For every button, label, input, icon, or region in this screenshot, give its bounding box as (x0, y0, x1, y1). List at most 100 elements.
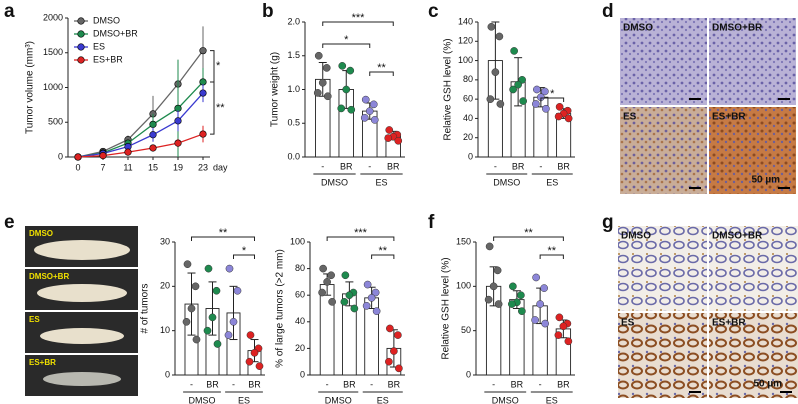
data-point (372, 307, 381, 316)
x-tick-label: - (190, 379, 193, 389)
group-label: ES (375, 177, 387, 187)
data-point (225, 264, 234, 273)
group-label: DMSO (321, 177, 348, 187)
data-point (213, 340, 222, 348)
data-point (183, 260, 192, 269)
y-axis-label: # of tumors (140, 283, 151, 333)
y-tick-label: 500 (48, 117, 63, 127)
data-point (395, 364, 403, 373)
data-point (345, 291, 354, 300)
x-tick-label: 0 (75, 162, 80, 172)
y-axis-label: Tumor volume (mm³) (25, 41, 36, 134)
y-tick-label: 1500 (43, 47, 63, 57)
data-point (509, 282, 517, 291)
y-tick-label: 20 (295, 343, 305, 353)
x-tick-label: 19 (173, 162, 183, 172)
scale-label: 50 µm (753, 379, 782, 390)
point (149, 144, 157, 152)
x-axis-label: day (213, 162, 228, 172)
point (174, 117, 182, 125)
data-point (531, 316, 539, 324)
data-point (540, 284, 548, 292)
data-point (484, 295, 493, 304)
data-point (489, 282, 498, 291)
data-point (536, 300, 544, 308)
data-point (340, 298, 349, 306)
micrograph (709, 18, 796, 105)
data-point (208, 313, 217, 322)
significance-label: ** (377, 62, 386, 74)
significance-bracket (369, 71, 394, 76)
y-axis-label: Tumor weight (g) (270, 52, 281, 127)
data-point (394, 136, 403, 145)
data-point (518, 307, 526, 316)
y-tick-label: 40 (295, 316, 305, 326)
x-tick-label: - (368, 161, 371, 171)
significance-bracket (371, 254, 395, 259)
data-point (323, 92, 332, 101)
data-point (554, 331, 563, 339)
line (77, 50, 204, 158)
image-label: ES (29, 315, 40, 324)
data-point (203, 326, 212, 335)
data-point (318, 288, 326, 297)
data-point (541, 87, 549, 96)
significance-bracket (326, 236, 395, 241)
data-point (533, 85, 541, 94)
data-point (346, 66, 355, 75)
data-point (495, 32, 504, 41)
data-point (541, 319, 549, 328)
y-tick-label: 20 (463, 132, 473, 142)
y-tick-label: 0 (300, 369, 305, 379)
micrograph (618, 226, 707, 311)
y-tick-label: 1000 (43, 82, 63, 92)
panel-letter: b (262, 1, 274, 22)
y-tick-label: 100 (456, 281, 471, 291)
tissue (34, 240, 130, 260)
y-tick-label: 2.0 (287, 16, 300, 26)
data-point (384, 134, 393, 142)
point (124, 148, 132, 156)
y-tick-label: 120 (458, 36, 473, 46)
data-point (337, 104, 346, 113)
data-point (318, 78, 327, 87)
significance-label: ** (524, 227, 533, 239)
data-point (314, 51, 323, 60)
significance-bracket (322, 21, 394, 26)
data-point (532, 273, 540, 282)
x-tick-label: BR (388, 379, 401, 389)
data-point (245, 357, 254, 366)
x-tick-label: - (494, 161, 497, 171)
data-point (487, 22, 496, 31)
significance-label: * (344, 34, 349, 46)
data-point (385, 126, 394, 134)
point (199, 89, 207, 97)
y-tick-label: 1.5 (287, 50, 300, 60)
y-tick-label: 0 (468, 151, 473, 161)
image-label: DMSO+BR (712, 23, 763, 34)
point (99, 152, 107, 160)
legend-marker (77, 56, 85, 64)
y-tick-label: 0 (58, 151, 63, 161)
data-point (313, 89, 322, 97)
y-axis-label: Relative GSH level (%) (441, 257, 452, 359)
significance-label: * (242, 245, 247, 257)
y-tick-label: 0.0 (287, 151, 300, 161)
image-label: DMSO+BR (712, 231, 763, 242)
point (74, 153, 82, 161)
y-tick-label: 10 (160, 325, 170, 335)
significance-label: * (216, 60, 221, 72)
image-label: ES (623, 112, 637, 123)
x-tick-label: - (370, 379, 373, 389)
group-label: ES (377, 395, 389, 404)
panel-letter: c (428, 1, 439, 22)
data-point (517, 291, 525, 300)
significance-bracket (493, 236, 564, 241)
x-tick-label: BR (206, 379, 219, 389)
point (149, 131, 157, 139)
data-point (229, 317, 238, 326)
group-label: DMSO (493, 177, 520, 187)
data-point (246, 331, 255, 339)
group-label: DMSO (189, 395, 216, 404)
y-tick-label: 60 (463, 94, 473, 104)
